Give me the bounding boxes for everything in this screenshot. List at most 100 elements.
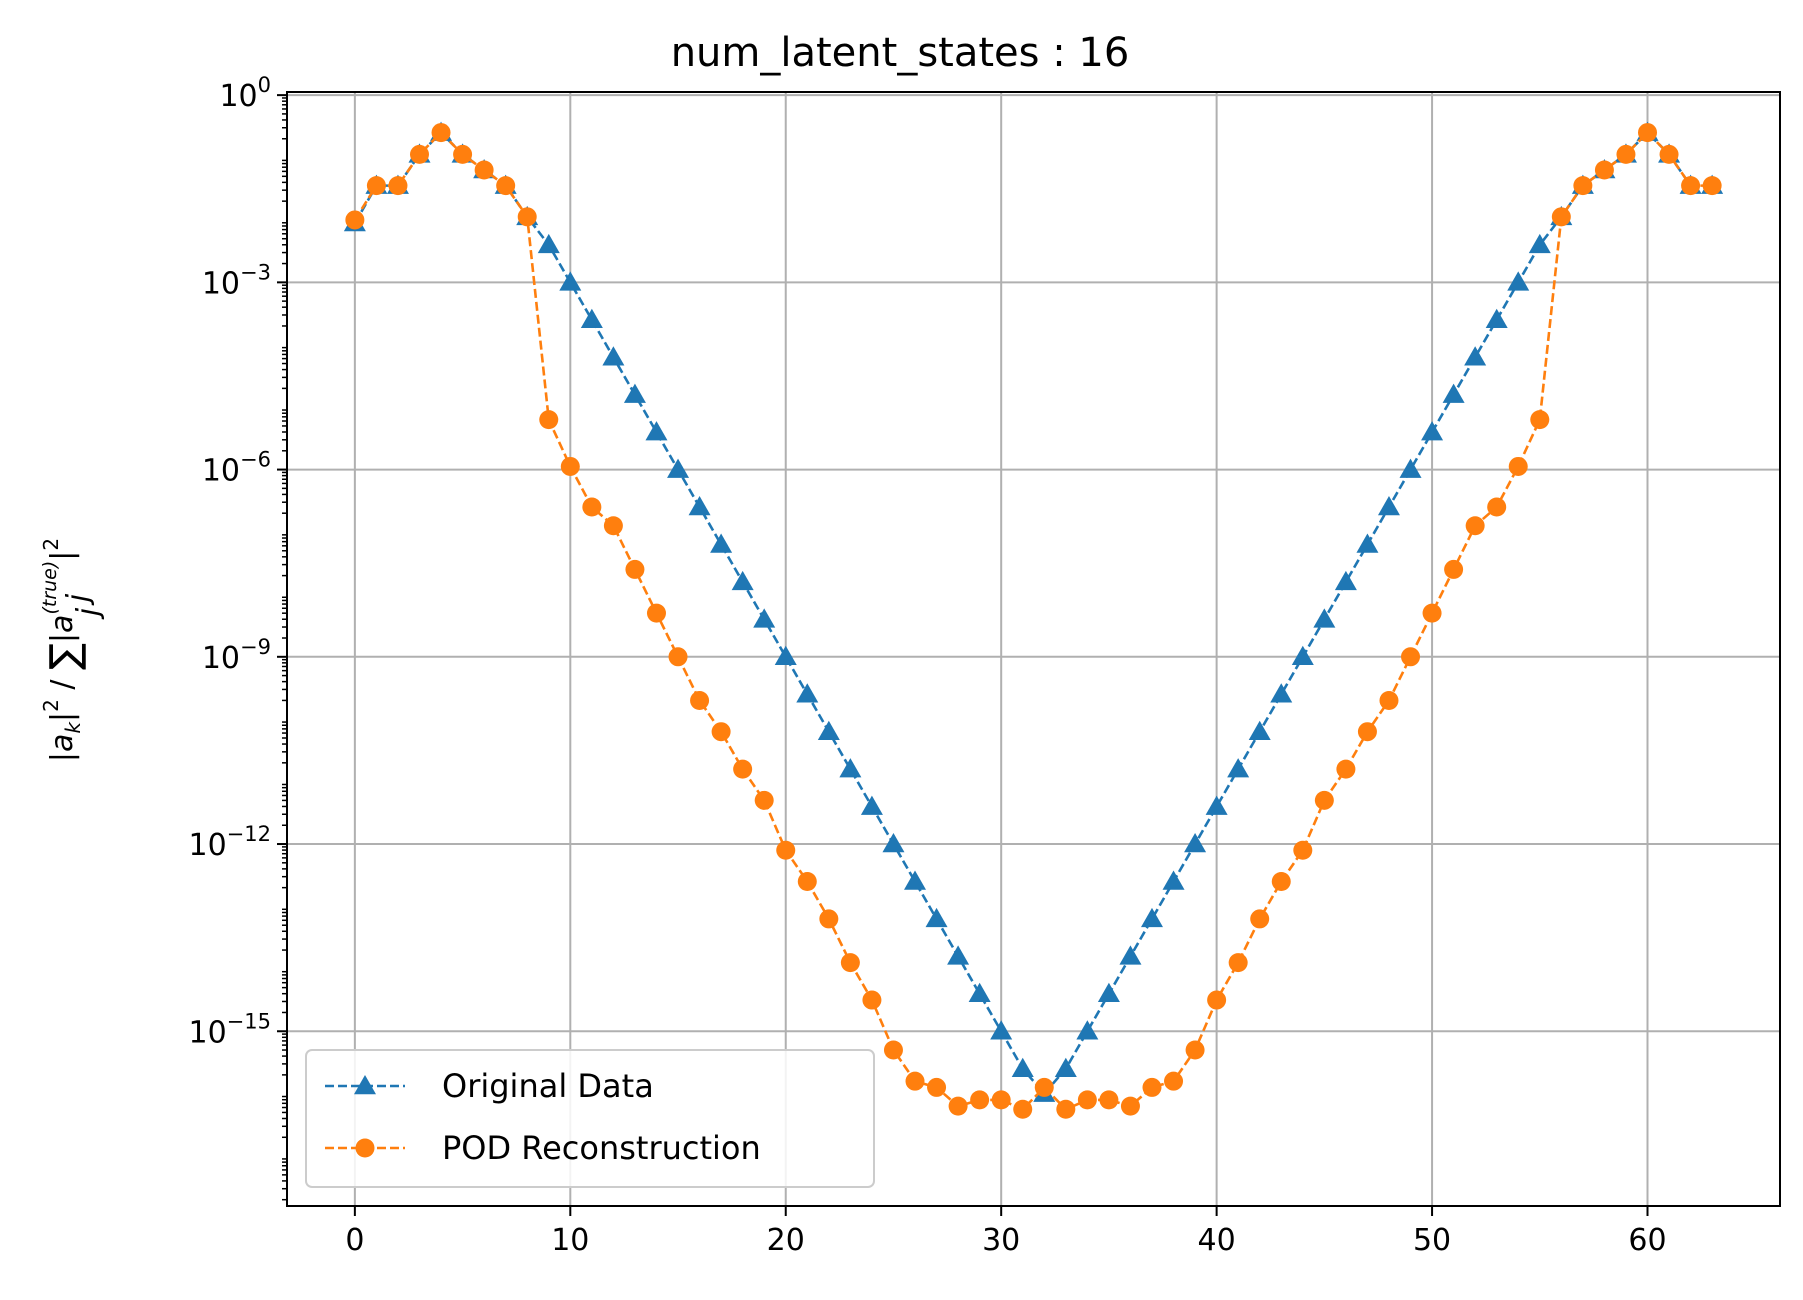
- data-point: [1357, 722, 1377, 742]
- data-point: [776, 840, 796, 860]
- data-point: [1356, 533, 1379, 553]
- data-point: [623, 383, 646, 403]
- data-point: [1270, 683, 1293, 703]
- data-point: [409, 144, 429, 164]
- x-tick-label: 10: [551, 1223, 589, 1258]
- data-point: [925, 907, 948, 928]
- data-point: [1140, 907, 1163, 928]
- x-tick-label: 40: [1198, 1223, 1236, 1258]
- data-point: [517, 207, 537, 227]
- data-point: [667, 458, 690, 478]
- data-point: [1573, 176, 1593, 196]
- data-point: [688, 496, 711, 516]
- data-point: [1054, 1057, 1077, 1077]
- data-point: [774, 645, 797, 666]
- y-tick-label: 10−15: [188, 1009, 271, 1050]
- y-tick-label: 100: [219, 73, 271, 114]
- data-point: [1421, 421, 1444, 441]
- data-point: [817, 720, 840, 740]
- data-point: [819, 909, 839, 929]
- data-point: [1162, 870, 1185, 890]
- y-axis-label-sub-j2: j: [61, 593, 96, 606]
- data-point: [1379, 690, 1399, 710]
- data-point: [904, 870, 927, 890]
- data-point: [431, 123, 451, 143]
- x-tick-label: 0: [345, 1223, 364, 1258]
- data-point: [710, 533, 733, 553]
- data-point: [1507, 271, 1530, 291]
- data-point: [366, 176, 386, 196]
- data-point: [1422, 603, 1442, 623]
- data-point: [1207, 990, 1227, 1010]
- chart-title: num_latent_states : 16: [671, 30, 1130, 76]
- data-point: [797, 871, 817, 891]
- legend-item: POD Reconstruction: [325, 1129, 761, 1167]
- data-point: [1293, 840, 1313, 860]
- data-point: [1551, 207, 1571, 227]
- legend-marker: [354, 1075, 376, 1095]
- data-point: [1250, 909, 1270, 929]
- y-axis: 100 10−3 10−6 10−9 10−12 10−15: [188, 73, 287, 1201]
- data-point: [1097, 982, 1120, 1003]
- x-tick-label: 50: [1413, 1223, 1451, 1258]
- data-point: [1702, 176, 1722, 196]
- data-point: [1313, 608, 1336, 628]
- x-tick-label: 20: [767, 1223, 805, 1258]
- legend-label: POD Reconstruction: [442, 1129, 761, 1167]
- x-tick-label: 60: [1628, 1223, 1666, 1258]
- data-point: [1056, 1099, 1076, 1119]
- data-point: [1013, 1099, 1033, 1119]
- legend-marker: [355, 1138, 375, 1158]
- x-tick-label: 30: [982, 1223, 1020, 1258]
- data-point: [948, 1096, 968, 1116]
- data-point: [1314, 790, 1334, 810]
- data-point: [1528, 233, 1551, 254]
- data-point: [796, 683, 819, 703]
- y-tick-label: 10−9: [202, 635, 271, 676]
- x-axis: 0 10 20 30 40 50 60: [345, 1206, 1667, 1258]
- y-axis-label-sub-j: j: [71, 607, 106, 620]
- data-point: [1205, 795, 1228, 815]
- data-point: [1120, 1096, 1140, 1116]
- series-original-data: [343, 121, 1724, 1102]
- data-point: [968, 982, 991, 1003]
- data-point: [1184, 833, 1207, 853]
- data-point: [560, 456, 580, 476]
- data-point: [1142, 1077, 1162, 1097]
- series-line: [353, 130, 1713, 1111]
- series-group: [343, 121, 1724, 1119]
- data-point: [882, 833, 905, 853]
- y-tick-label: 10−3: [202, 260, 271, 301]
- data-point: [1334, 570, 1357, 591]
- data-point: [625, 559, 645, 579]
- data-point: [668, 647, 688, 667]
- data-point: [1077, 1090, 1097, 1110]
- data-point: [1401, 647, 1421, 667]
- data-point: [1399, 458, 1422, 478]
- data-point: [862, 990, 882, 1010]
- data-point: [646, 603, 666, 623]
- y-axis-label-text: |ak|2 / ∑|a(true)|2: [39, 538, 88, 762]
- data-point: [1076, 1020, 1099, 1040]
- data-point: [388, 176, 408, 196]
- data-point: [991, 1090, 1011, 1110]
- data-point: [1377, 496, 1400, 516]
- data-point: [580, 308, 603, 329]
- data-point: [927, 1077, 947, 1097]
- data-point: [1638, 123, 1658, 143]
- data-point: [947, 945, 970, 965]
- data-point: [1271, 871, 1291, 891]
- data-point: [1616, 144, 1636, 164]
- data-point: [753, 608, 776, 628]
- grid-lines: [287, 92, 1780, 1206]
- data-point: [1011, 1057, 1034, 1077]
- data-point: [1336, 759, 1356, 779]
- data-point: [539, 410, 559, 430]
- legend-box: [305, 1049, 875, 1188]
- y-tick-label: 10−12: [188, 822, 271, 863]
- data-point: [1227, 758, 1250, 778]
- data-point: [1099, 1090, 1119, 1110]
- data-point: [731, 570, 754, 591]
- data-point: [1228, 953, 1248, 973]
- data-point: [1444, 559, 1464, 579]
